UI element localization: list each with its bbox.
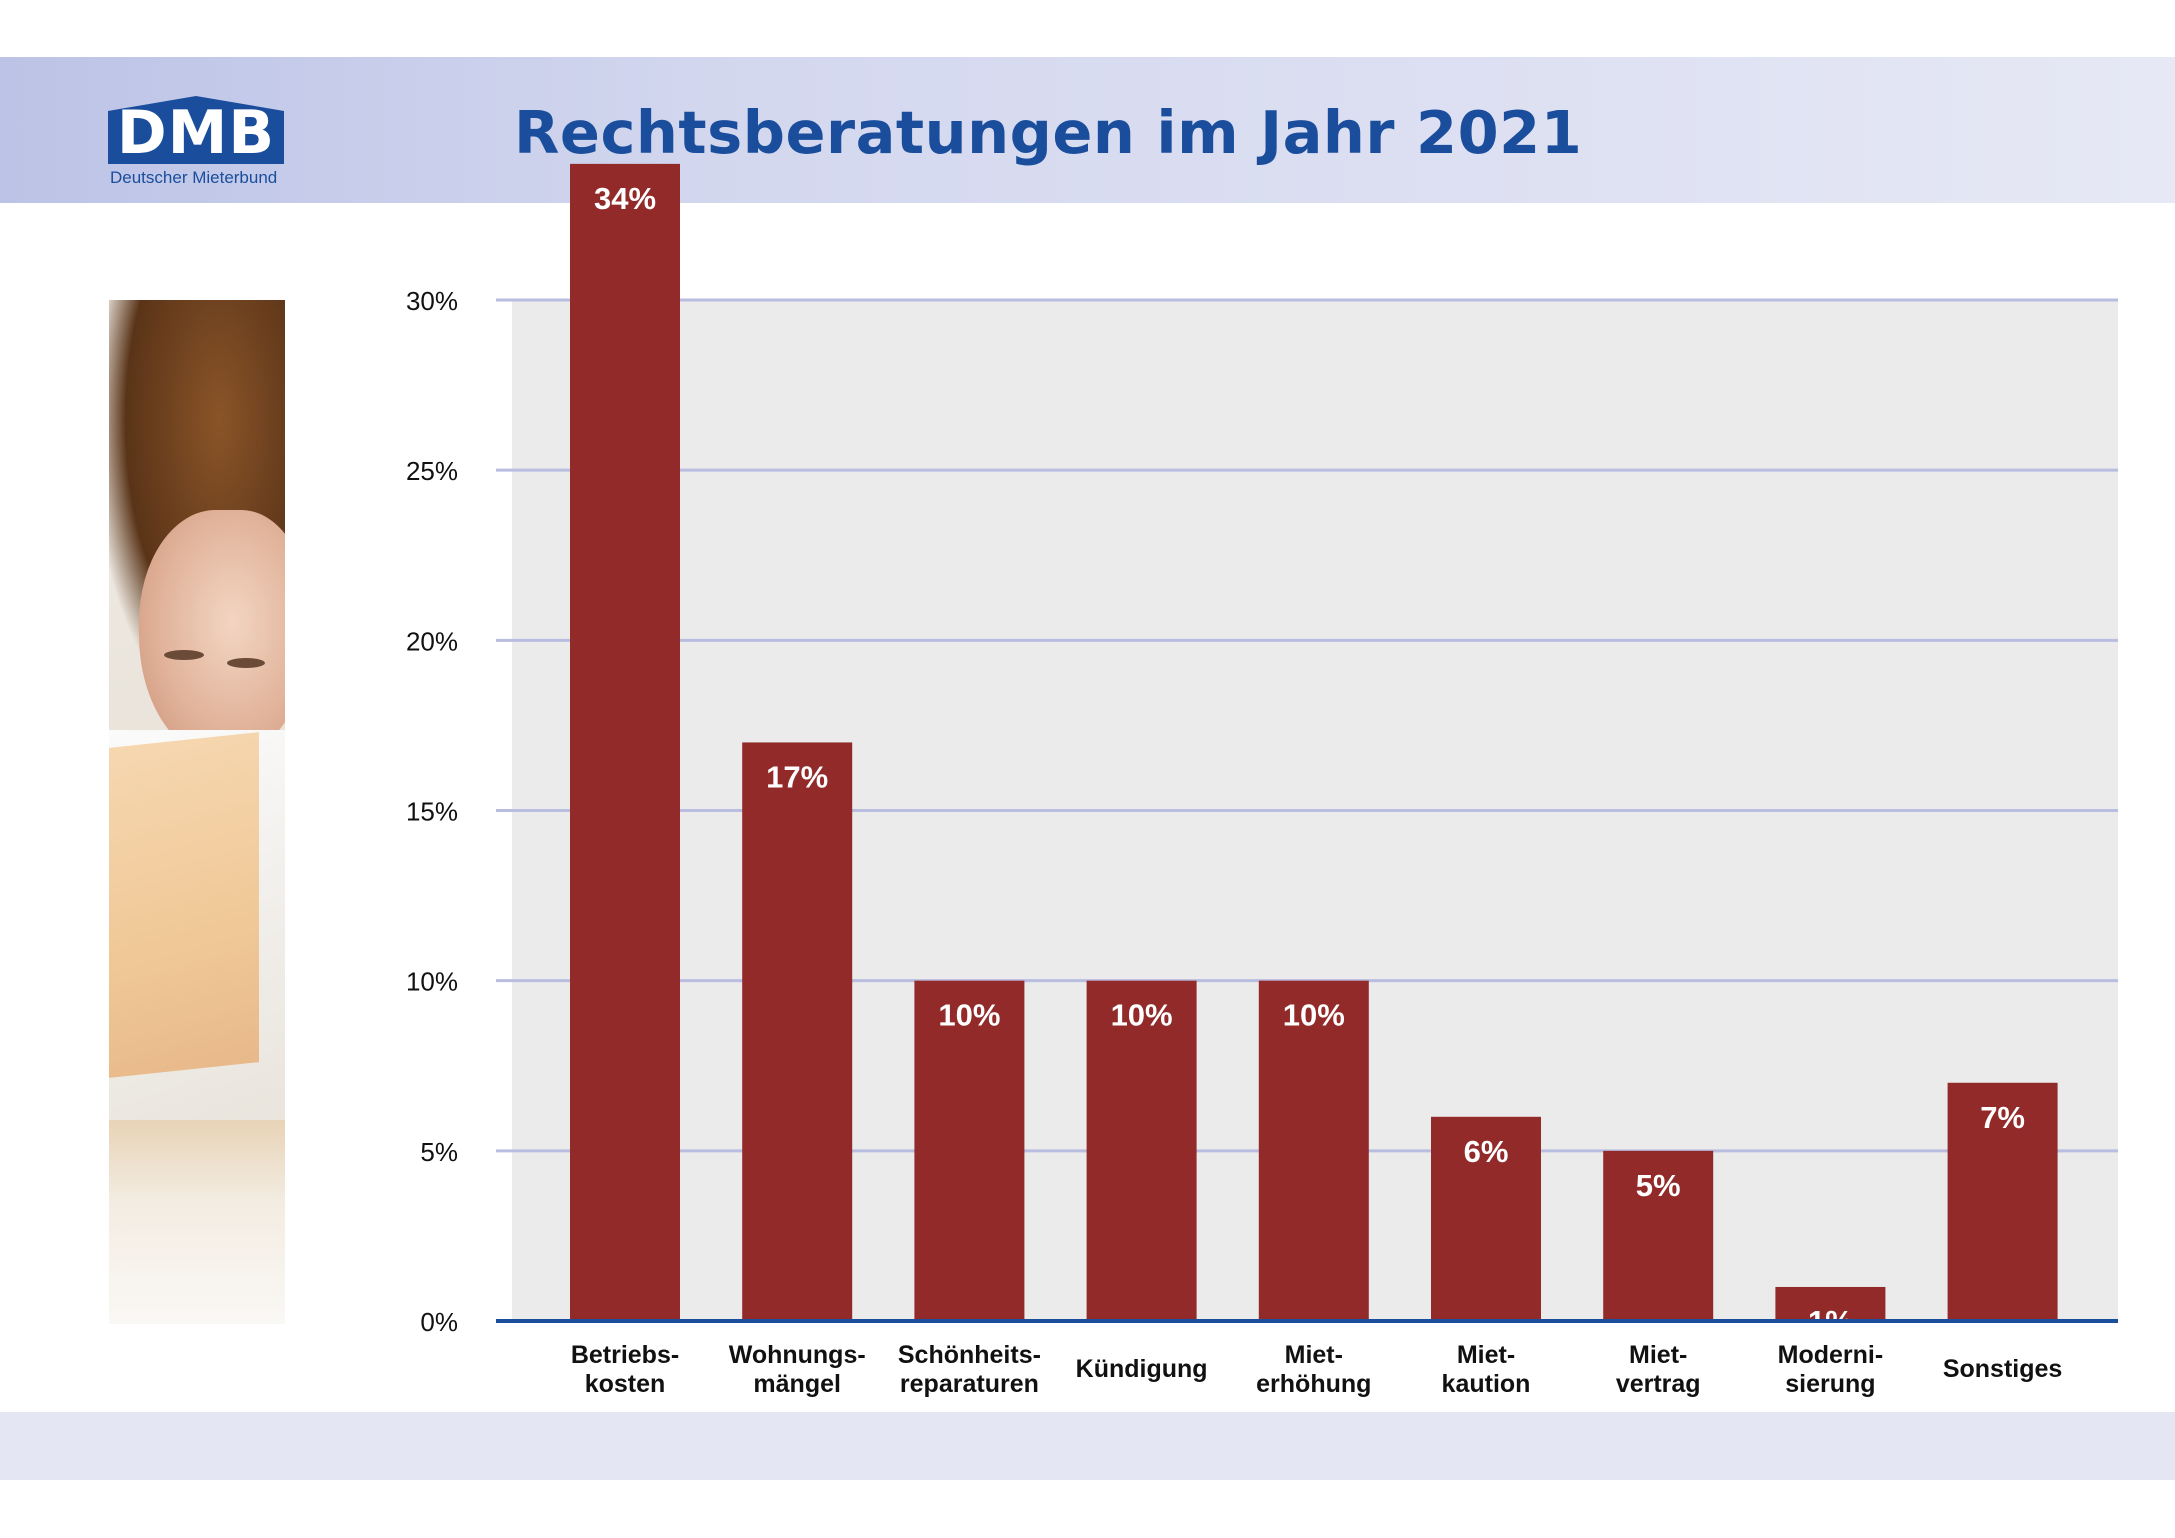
y-tick-label: 0% [420,1307,458,1337]
x-category-label: Betriebs- [571,1341,679,1369]
bar [742,742,853,1321]
x-category-label: Schönheits- [898,1341,1041,1369]
bar [570,163,680,1321]
bar-value-label: 34% [594,181,656,216]
bar [1775,1286,1886,1321]
bar [1258,980,1369,1321]
y-tick-label: 20% [406,626,458,656]
y-tick-label: 30% [406,286,458,316]
x-category-label: Wohnungs- [729,1341,866,1369]
x-category-label: Miet- [1629,1341,1687,1369]
x-category-label: vertrag [1616,1370,1701,1398]
bar [1603,1150,1714,1321]
bar [914,980,1025,1321]
y-tick-label: 5% [420,1137,458,1167]
x-category-label: kosten [585,1370,666,1398]
page-title: Rechtsberatungen im Jahr 2021 [514,98,1583,167]
bar-value-label: 6% [1464,1134,1509,1169]
bar [1086,980,1197,1321]
bar-value-label: 10% [938,998,1000,1033]
bar-value-label: 10% [1283,998,1345,1033]
logo-letters: DMB [116,98,276,168]
bar [1947,1082,2058,1321]
x-category-label: erhöhung [1256,1370,1371,1398]
photo-face [139,510,285,760]
bar-value-label: 17% [766,759,828,794]
bar-value-label: 7% [1980,1100,2025,1135]
photo-desk [109,1120,285,1324]
bar-value-label: 5% [1636,1168,1681,1203]
x-category-label: mängel [753,1370,841,1398]
x-category-label: Moderni- [1778,1341,1884,1369]
logo-subtitle: Deutscher Mieterbund [110,168,278,187]
woman-reading-photo [109,300,285,1324]
photo-eye [227,658,265,668]
photo-eye [164,650,204,660]
dmb-logo: DMB Deutscher Mieterbund [108,78,288,188]
logo-house-shape [108,96,284,164]
x-category-label: reparaturen [900,1370,1039,1398]
y-tick-label: 10% [406,967,458,997]
x-category-label: Kündigung [1076,1355,1208,1383]
bar [1431,1116,1541,1321]
footer-band [0,1412,2175,1480]
x-category-label: Miet- [1285,1341,1343,1369]
x-category-label: Sonstiges [1943,1355,2062,1383]
y-tick-label: 15% [406,797,458,827]
x-category-label: kaution [1442,1370,1531,1398]
bar-value-label: 10% [1111,998,1173,1033]
x-category-label: sierung [1785,1370,1875,1398]
y-tick-label: 25% [406,456,458,486]
header-band [0,57,2175,203]
x-category-label: Miet- [1457,1341,1515,1369]
